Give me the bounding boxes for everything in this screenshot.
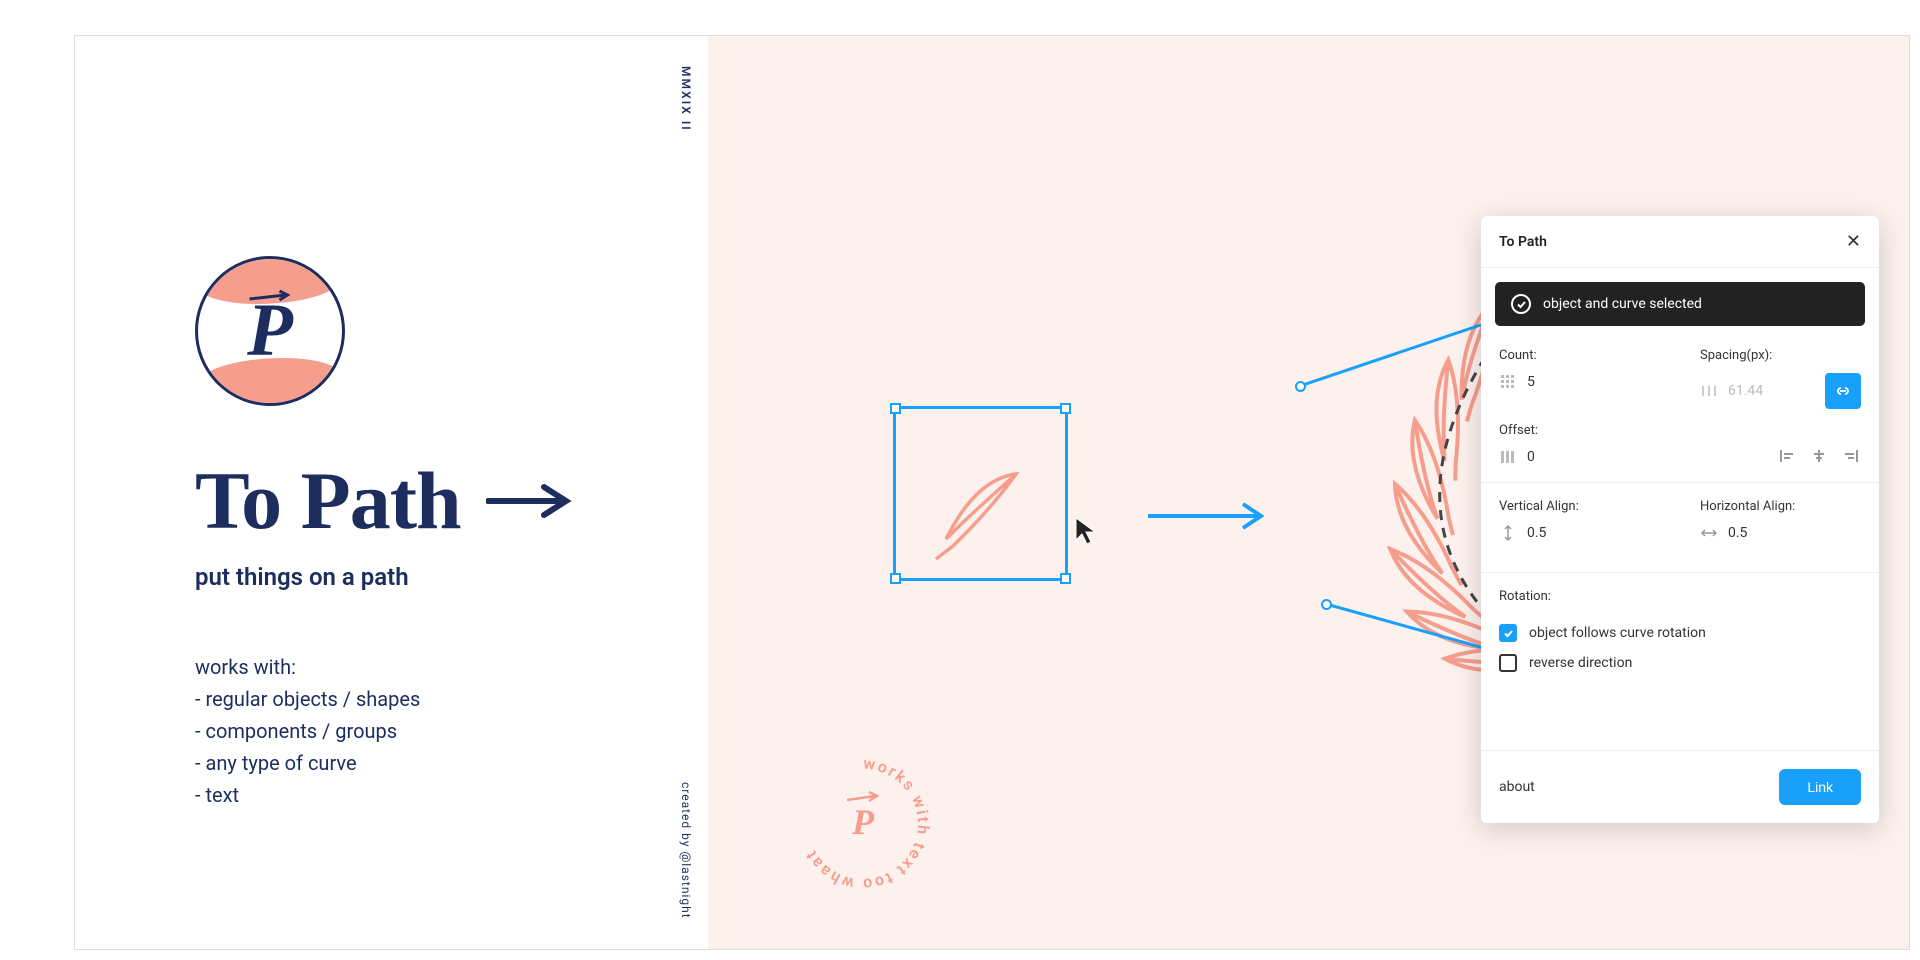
plugin-logo: P xyxy=(195,256,345,406)
transform-arrow-icon xyxy=(1143,496,1273,536)
credit-text: created by @lastnight xyxy=(679,782,693,919)
resize-handle-tl[interactable] xyxy=(890,403,901,414)
panel-title: To Path xyxy=(1499,234,1547,250)
resize-handle-bl[interactable] xyxy=(890,573,901,584)
checkbox-checked-icon xyxy=(1499,624,1517,642)
title-arrow-icon xyxy=(486,481,576,521)
spacing-label: Spacing(px): xyxy=(1700,348,1861,363)
count-grid-icon xyxy=(1499,373,1517,391)
panel-header: To Path ✕ xyxy=(1481,216,1879,268)
valign-icon xyxy=(1499,524,1517,542)
leaf-object-icon xyxy=(931,454,1041,564)
offset-input[interactable]: 0 xyxy=(1527,449,1535,465)
list-item: - regular objects / shapes xyxy=(195,683,638,715)
offset-icon xyxy=(1499,448,1517,466)
works-with-heading: works with: xyxy=(195,651,638,683)
halign-label: Horizontal Align: xyxy=(1700,499,1861,514)
curve-handle[interactable] xyxy=(1321,599,1332,610)
list-item: - any type of curve xyxy=(195,747,638,779)
align-end-icon[interactable] xyxy=(1843,448,1861,466)
curve-handle[interactable] xyxy=(1295,381,1306,392)
resize-handle-tr[interactable] xyxy=(1060,403,1071,414)
valign-label: Vertical Align: xyxy=(1499,499,1660,514)
align-start-icon[interactable] xyxy=(1779,448,1797,466)
check-circle-icon xyxy=(1511,294,1531,314)
about-link[interactable]: about xyxy=(1499,779,1535,795)
page-subtitle: put things on a path xyxy=(195,563,638,591)
svg-text:P: P xyxy=(851,802,875,842)
align-center-icon[interactable] xyxy=(1811,448,1829,466)
halign-input[interactable]: 0.5 xyxy=(1728,525,1747,541)
status-bar: object and curve selected xyxy=(1495,282,1865,326)
checkbox-unchecked-icon xyxy=(1499,654,1517,672)
valign-input[interactable]: 0.5 xyxy=(1527,525,1546,541)
info-panel: MMXIX II created by @lastnight P To Path… xyxy=(75,36,708,949)
link-toggle-button[interactable] xyxy=(1825,373,1861,409)
main-frame: MMXIX II created by @lastnight P To Path… xyxy=(74,35,1910,950)
follow-rotation-label: object follows curve rotation xyxy=(1529,625,1706,641)
offset-label: Offset: xyxy=(1499,423,1861,438)
works-with-list: works with: - regular objects / shapes -… xyxy=(195,651,638,811)
logo-letter: P xyxy=(247,288,293,374)
plugin-panel: To Path ✕ object and curve selected Coun… xyxy=(1481,216,1879,823)
follow-rotation-checkbox[interactable]: object follows curve rotation xyxy=(1499,624,1861,642)
count-label: Count: xyxy=(1499,348,1660,363)
list-item: - text xyxy=(195,779,638,811)
circular-text-demo: works with text too whaat P xyxy=(783,744,943,904)
canvas-panel[interactable]: works with text too whaat P To Path ✕ ob… xyxy=(708,36,1909,949)
halign-icon xyxy=(1700,524,1718,542)
cursor-icon xyxy=(1073,516,1099,546)
status-text: object and curve selected xyxy=(1543,296,1702,312)
selection-box[interactable] xyxy=(893,406,1068,581)
year-marker: MMXIX II xyxy=(679,66,693,132)
close-icon[interactable]: ✕ xyxy=(1846,231,1861,252)
page-title: To Path xyxy=(195,454,638,548)
spacing-icon xyxy=(1700,382,1718,400)
reverse-label: reverse direction xyxy=(1529,655,1632,671)
reverse-direction-checkbox[interactable]: reverse direction xyxy=(1499,654,1861,672)
resize-handle-br[interactable] xyxy=(1060,573,1071,584)
count-input[interactable]: 5 xyxy=(1527,374,1535,390)
rotation-label: Rotation: xyxy=(1499,589,1861,604)
list-item: - components / groups xyxy=(195,715,638,747)
spacing-input[interactable]: 61.44 xyxy=(1728,383,1763,399)
link-button[interactable]: Link xyxy=(1779,769,1861,805)
